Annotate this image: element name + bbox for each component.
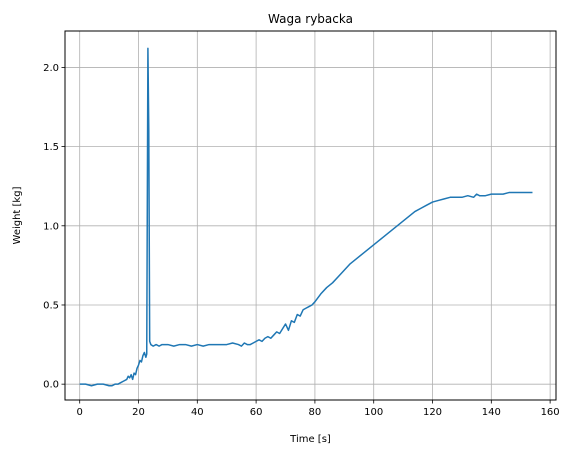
y-tick-label: 2.0 bbox=[43, 63, 59, 74]
x-tick-label: 160 bbox=[541, 407, 560, 418]
x-tick-label: 120 bbox=[423, 407, 442, 418]
x-axis-label: Time [s] bbox=[289, 434, 331, 445]
x-tick-label: 20 bbox=[132, 407, 145, 418]
y-axis-label: Weight [kg] bbox=[12, 186, 23, 244]
chart-title: Waga rybacka bbox=[268, 12, 353, 26]
x-tick-label: 60 bbox=[250, 407, 263, 418]
x-tick-label: 40 bbox=[191, 407, 204, 418]
x-tick-label: 80 bbox=[309, 407, 322, 418]
y-tick-label: 0.0 bbox=[43, 380, 59, 391]
y-tick-label: 1.5 bbox=[43, 142, 59, 153]
series-line bbox=[79, 47, 533, 387]
y-tick-label: 0.5 bbox=[43, 300, 59, 311]
y-tick-label: 1.0 bbox=[43, 221, 59, 232]
x-tick-label: 140 bbox=[482, 407, 501, 418]
plot-area bbox=[79, 47, 533, 387]
x-tick-label: 100 bbox=[364, 407, 383, 418]
ticks: 0 20 40 60 80 100 120 140 160 0.0 0.5 1.0 1.5 2.0 bbox=[43, 63, 560, 418]
x-tick-label: 0 bbox=[77, 407, 83, 418]
axes-frame bbox=[64, 30, 557, 401]
